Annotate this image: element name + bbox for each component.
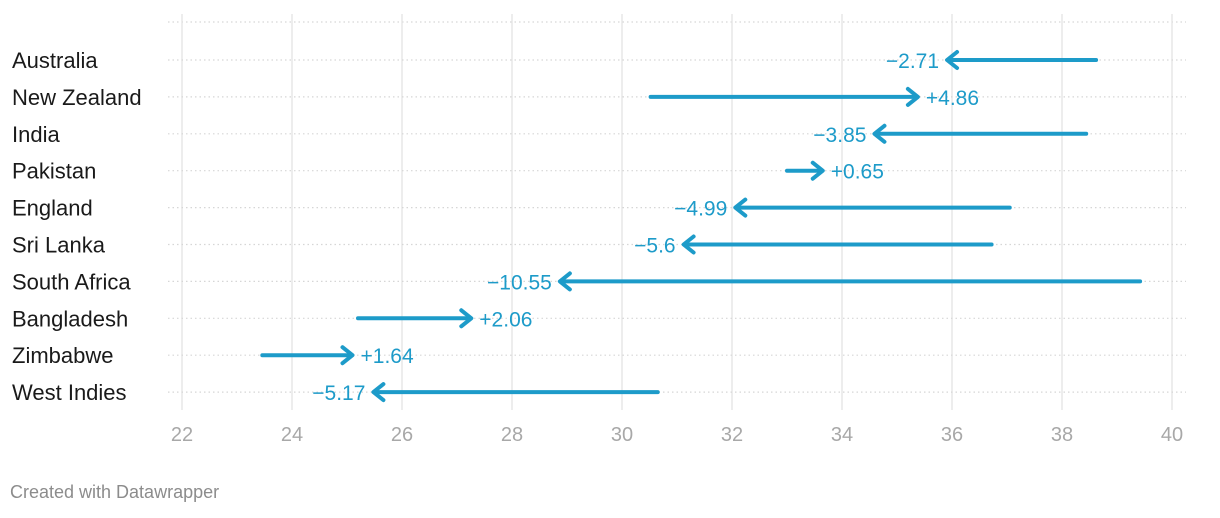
- arrow-mark: [681, 234, 994, 255]
- category-label: India: [12, 122, 60, 147]
- arrow-mark: [785, 160, 825, 181]
- arrow-head: [872, 123, 887, 144]
- category-label: Bangladesh: [12, 306, 128, 331]
- arrow-chart: 22 24 26 28 30 32 34 36 38 40 Australia New Zealan…: [12, 14, 1186, 446]
- arrow-head: [459, 308, 474, 329]
- category-label: Australia: [12, 48, 98, 73]
- delta-label: +0.65: [831, 161, 884, 184]
- delta-label: +1.64: [361, 345, 414, 368]
- x-tick-label: 22: [171, 424, 193, 446]
- x-tick-label: 24: [281, 424, 303, 446]
- delta-label: +2.06: [479, 308, 532, 331]
- arrow-mark: [872, 123, 1089, 144]
- x-tick-label: 36: [941, 424, 963, 446]
- x-axis-tick-labels: 22 24 26 28 30 32 34 36 38 40: [171, 424, 1183, 446]
- arrow-mark: [733, 197, 1012, 218]
- delta-label: −5.17: [312, 382, 365, 405]
- category-label: England: [12, 196, 93, 221]
- delta-label: −10.55: [487, 271, 552, 294]
- arrow-mark: [557, 271, 1143, 292]
- category-label: Zimbabwe: [12, 343, 113, 368]
- category-label: Pakistan: [12, 159, 96, 184]
- x-tick-label: 40: [1161, 424, 1183, 446]
- arrows: [260, 50, 1143, 403]
- x-tick-label: 30: [611, 424, 633, 446]
- arrow-head: [810, 160, 825, 181]
- arrow-head: [945, 50, 960, 70]
- arrow-mark: [260, 345, 355, 366]
- x-tick-label: 34: [831, 424, 853, 446]
- delta-labels: −2.71 +4.86 −3.85 +0.65 −4.99 −5.6 −10.55 +2.06…: [312, 50, 979, 405]
- arrow-mark: [371, 382, 660, 403]
- category-labels: Australia New Zealand India Pakistan England…: [12, 48, 142, 405]
- delta-label: −5.6: [634, 235, 675, 258]
- delta-label: −4.99: [674, 198, 727, 221]
- credit-text: Created with Datawrapper: [10, 482, 220, 502]
- x-tick-label: 28: [501, 424, 523, 446]
- arrow-mark: [648, 86, 920, 107]
- arrow-head: [557, 271, 572, 292]
- x-tick-label: 32: [721, 424, 743, 446]
- delta-label: −3.85: [813, 124, 866, 147]
- category-label: South Africa: [12, 269, 131, 294]
- arrow-head: [733, 197, 748, 218]
- category-label: West Indies: [12, 380, 127, 405]
- category-label: New Zealand: [12, 85, 142, 110]
- delta-label: +4.86: [926, 87, 979, 110]
- x-tick-label: 38: [1051, 424, 1073, 446]
- arrow-mark: [356, 308, 474, 329]
- arrow-head: [340, 345, 355, 366]
- category-label: Sri Lanka: [12, 233, 106, 258]
- arrow-mark: [945, 50, 1099, 70]
- arrow-head: [905, 86, 920, 107]
- delta-label: −2.71: [886, 50, 939, 73]
- arrow-head: [681, 234, 696, 255]
- arrow-head: [371, 382, 386, 403]
- x-tick-label: 26: [391, 424, 413, 446]
